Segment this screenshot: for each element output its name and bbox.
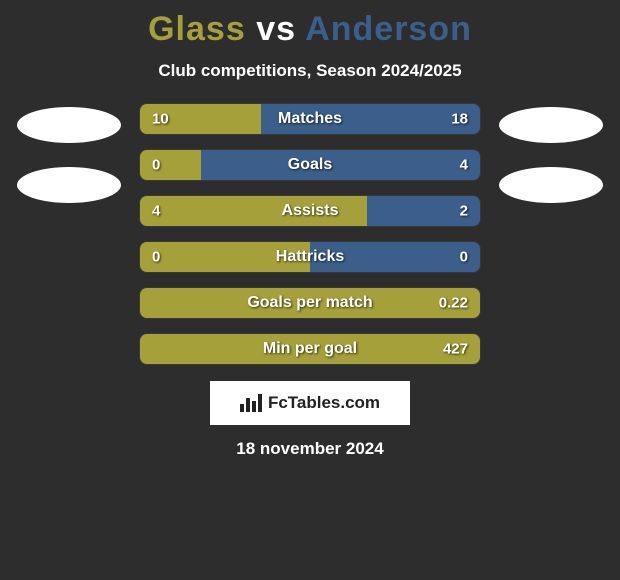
bar-label: Assists — [282, 202, 339, 220]
bar-value-right: 0.22 — [439, 295, 468, 312]
bar-value-right: 0 — [460, 249, 468, 266]
stat-bar: 10 18 Matches — [139, 103, 481, 135]
player2-avatar-placeholder-2 — [499, 167, 603, 203]
bar-value-left: 10 — [152, 111, 169, 128]
chart-row: 10 18 Matches 0 4 Goals 4 2 Assists 0 0 Hattricks 0.… — [0, 103, 620, 365]
bars-icon — [240, 394, 262, 412]
stat-bar: 0 0 Hattricks — [139, 241, 481, 273]
bar-fill-right — [201, 150, 480, 180]
comparison-widget: Glass vs Anderson Club competitions, Sea… — [0, 0, 620, 459]
bar-value-right: 18 — [451, 111, 468, 128]
footer-logo: FcTables.com — [210, 381, 410, 425]
bar-label: Min per goal — [263, 340, 357, 358]
player2-name: Anderson — [305, 10, 472, 48]
bar-label: Goals per match — [247, 294, 372, 312]
vs-label: vs — [256, 10, 296, 48]
player1-avatar-placeholder-2 — [17, 167, 121, 203]
bar-value-left: 0 — [152, 157, 160, 174]
player1-avatar-placeholder — [17, 107, 121, 143]
stat-bars: 10 18 Matches 0 4 Goals 4 2 Assists 0 0 Hattricks 0.… — [139, 103, 481, 365]
stat-bar: 0 4 Goals — [139, 149, 481, 181]
player2-avatar-placeholder — [499, 107, 603, 143]
footer-date: 18 november 2024 — [236, 439, 383, 459]
bar-value-right: 2 — [460, 203, 468, 220]
stat-bar: 4 2 Assists — [139, 195, 481, 227]
stat-bar: 427 Min per goal — [139, 333, 481, 365]
bar-value-left: 4 — [152, 203, 160, 220]
stat-bar: 0.22 Goals per match — [139, 287, 481, 319]
right-avatar-col — [499, 103, 603, 203]
footer-logo-text: FcTables.com — [268, 393, 380, 413]
subtitle: Club competitions, Season 2024/2025 — [158, 61, 461, 81]
bar-label: Matches — [278, 110, 342, 128]
bar-value-right: 427 — [443, 341, 468, 358]
player1-name: Glass — [148, 10, 246, 48]
bar-value-right: 4 — [460, 157, 468, 174]
bar-fill-left — [140, 150, 201, 180]
left-avatar-col — [17, 103, 121, 203]
comparison-title: Glass vs Anderson — [148, 10, 472, 49]
bar-label: Hattricks — [276, 248, 344, 266]
bar-value-left: 0 — [152, 249, 160, 266]
bar-label: Goals — [288, 156, 332, 174]
